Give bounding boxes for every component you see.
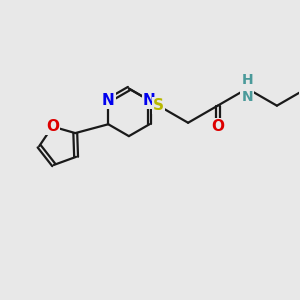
Text: O: O	[211, 119, 224, 134]
Text: N: N	[143, 93, 156, 108]
Text: O: O	[46, 119, 59, 134]
Text: S: S	[153, 98, 164, 113]
Text: N: N	[102, 93, 115, 108]
Text: H
N: H N	[242, 74, 253, 104]
